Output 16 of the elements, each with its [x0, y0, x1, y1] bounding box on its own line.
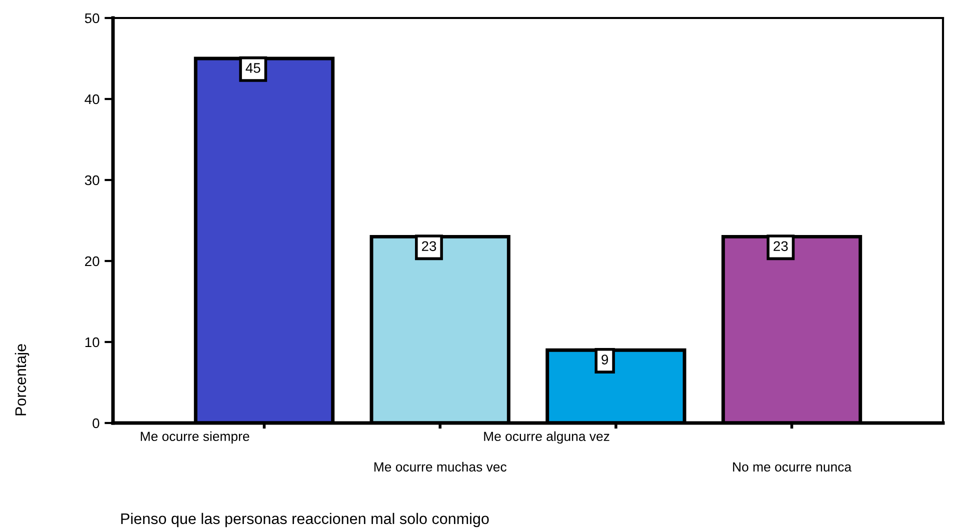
- y-tick-label: 0: [92, 418, 100, 428]
- data-label: 23: [422, 241, 436, 252]
- y-tick-label: 50: [84, 13, 100, 24]
- x-tick-label: Me ocurre muchas vec: [374, 462, 506, 472]
- data-label: 45: [246, 63, 260, 73]
- y-axis-title: Porcentaje: [14, 344, 30, 416]
- y-tick-label: 20: [85, 256, 100, 266]
- x-tick-label: No me ocurre nunca: [733, 462, 852, 472]
- data-label: 23: [774, 241, 788, 252]
- y-tick-label: 30: [84, 175, 100, 186]
- data-label: 9: [602, 354, 608, 364]
- x-tick-label: Me ocurre alguna vez: [484, 431, 610, 444]
- y-tick-label: 40: [84, 94, 100, 104]
- x-tick-label: Me ocurre siempre: [140, 431, 250, 444]
- y-tick-label: 10: [85, 337, 100, 348]
- x-axis-title: Pienso que las personas reaccionen mal solo conmigo: [121, 512, 489, 528]
